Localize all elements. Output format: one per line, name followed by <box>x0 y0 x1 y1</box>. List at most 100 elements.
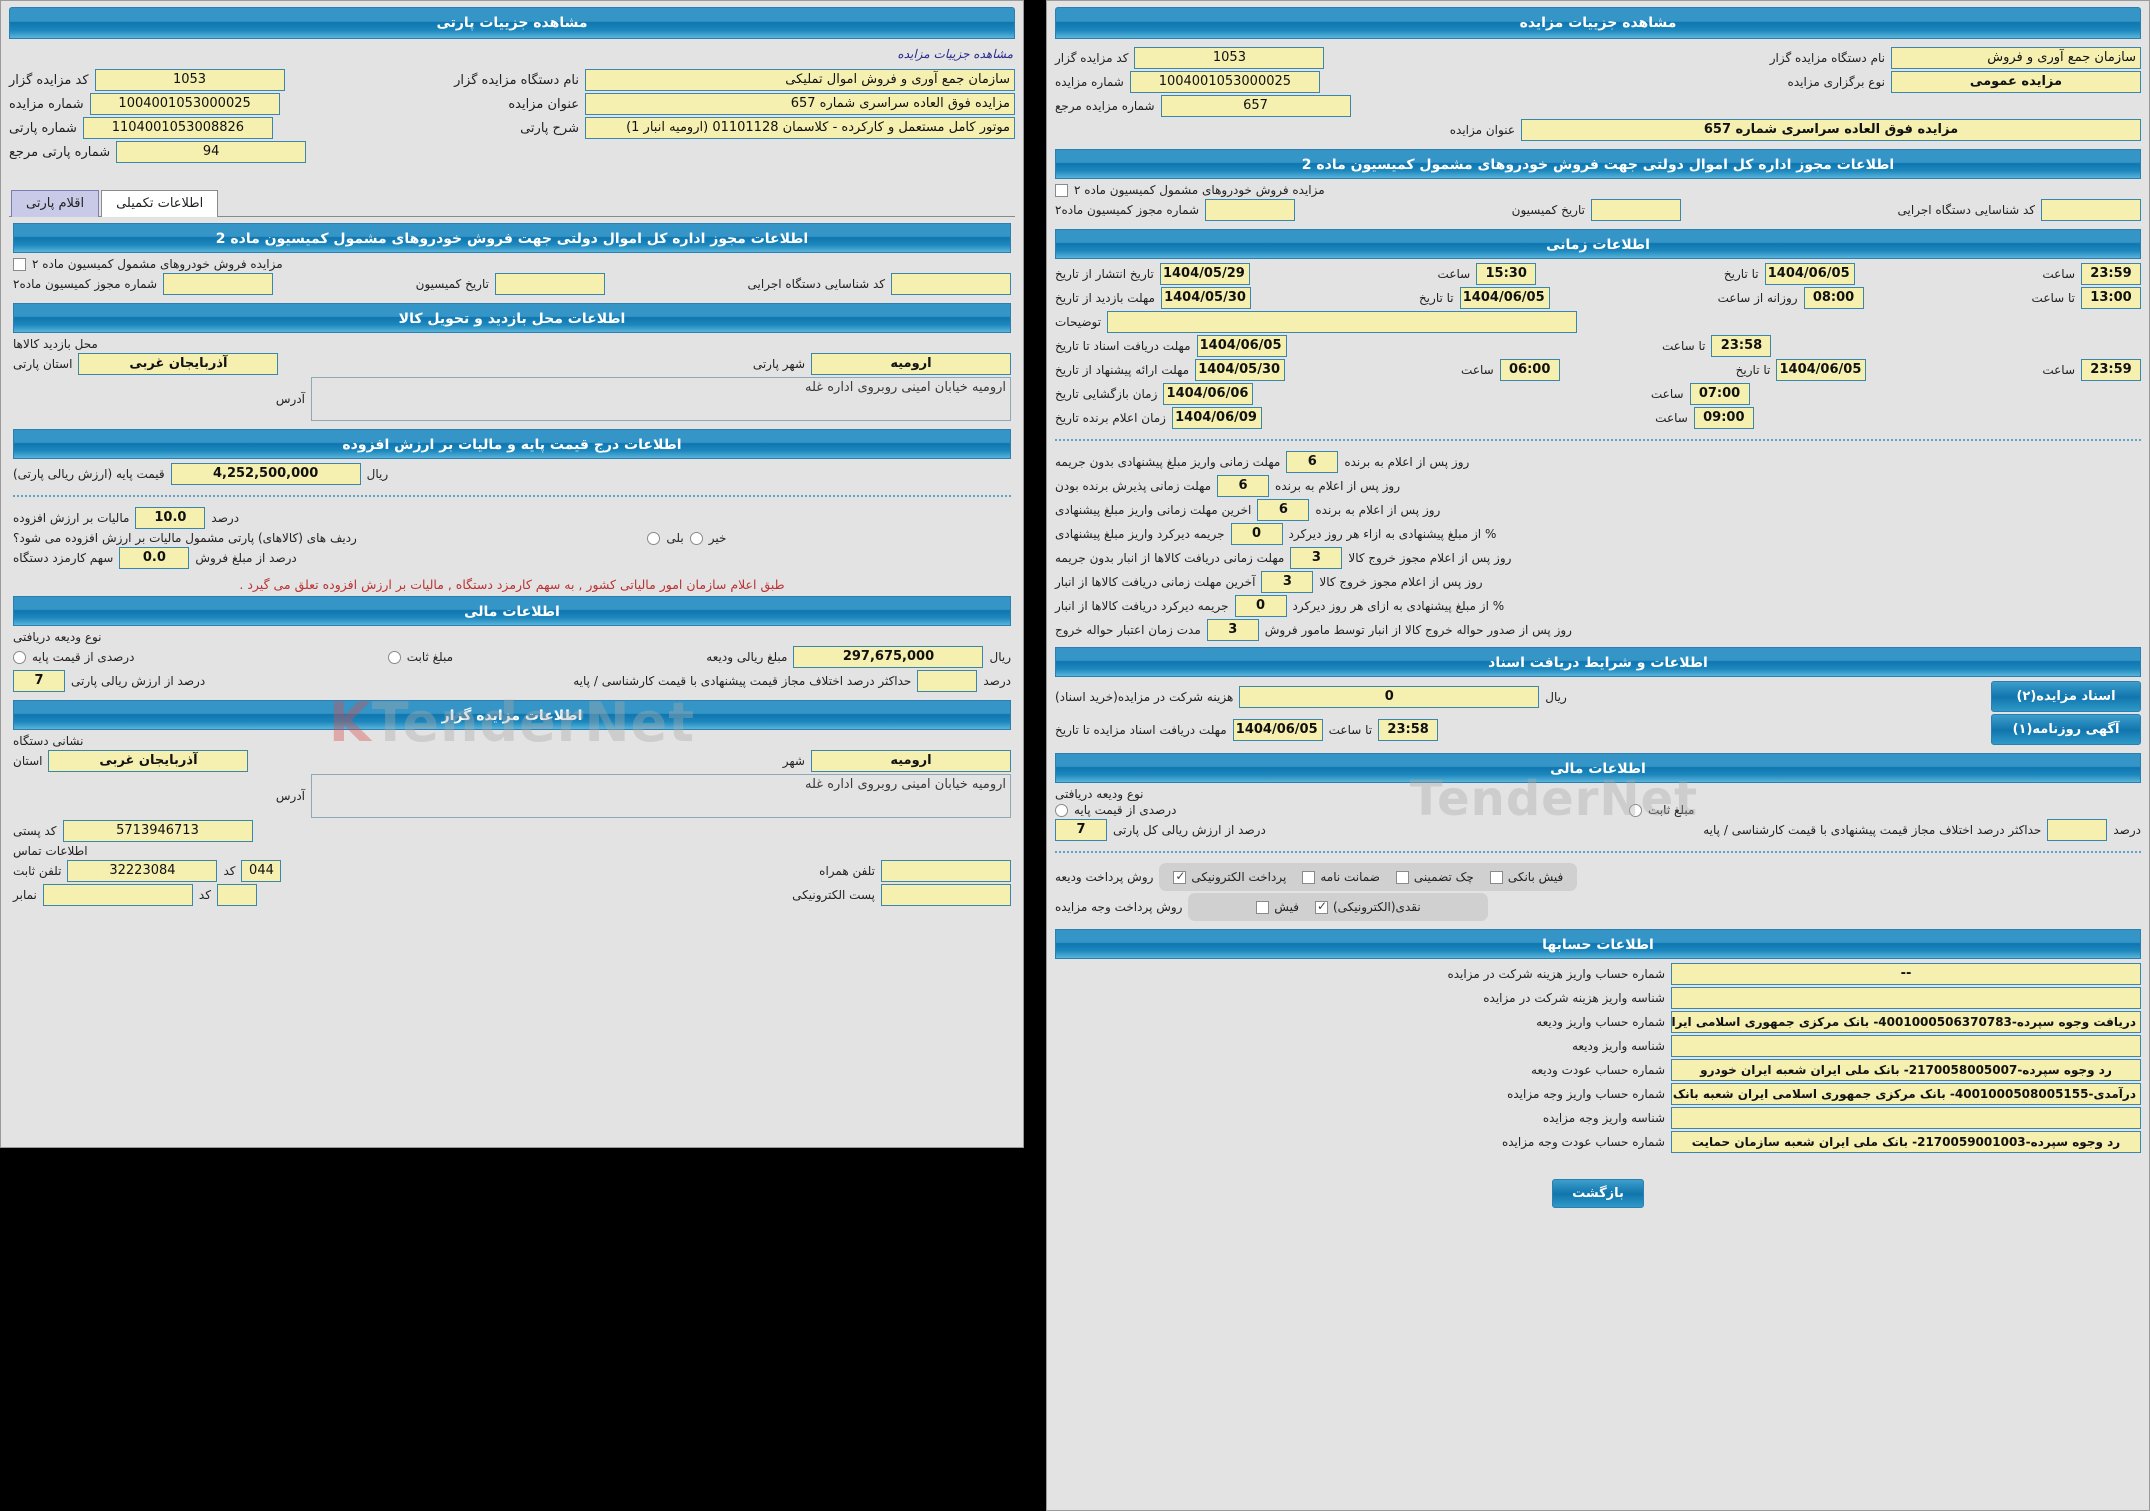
r-commission-date-field[interactable] <box>1590 199 1681 221</box>
fixed-amount-radio[interactable] <box>387 650 401 664</box>
email-field[interactable] <box>881 884 1011 906</box>
visit-date-to-field[interactable]: 1404/06/05 <box>1459 287 1550 309</box>
r-fixed-amount-radio[interactable] <box>1629 803 1643 817</box>
r-percent-of-base-radio[interactable] <box>1054 803 1068 817</box>
deposit-method-electronic-checkbox[interactable] <box>1173 869 1187 884</box>
docs-deadline-date-field[interactable]: 1404/06/05 <box>1196 335 1287 357</box>
offer-date-to-field[interactable]: 1404/06/05 <box>1776 359 1867 381</box>
auctioneer-province-field[interactable]: آذربایجان غربی <box>48 750 249 772</box>
tel-field[interactable]: 32223084 <box>67 860 218 882</box>
reference-party-number-field[interactable]: 94 <box>116 141 307 163</box>
visit-address-field[interactable]: ارومیه خیابان امینی روبروی اداره غله <box>311 377 1011 421</box>
visit-date-from-field[interactable]: 1404/05/30 <box>1160 287 1251 309</box>
org-name-field[interactable]: سازمان جمع آوری و فروش اموال تملیکی <box>585 69 1015 91</box>
winner-time-field[interactable]: 09:00 <box>1693 407 1754 429</box>
payment-method-cash-electronic[interactable]: نقدی(الکترونیکی) <box>1314 899 1421 914</box>
auction-documents-button[interactable]: اسناد مزایده(۲) <box>1991 681 2141 712</box>
r-commission-permit-number-field[interactable] <box>1205 199 1296 221</box>
r-auction-number-field[interactable]: 1004001053000025 <box>1129 71 1320 93</box>
deadline-value[interactable]: 6 <box>1217 475 1270 497</box>
mobile-field[interactable] <box>881 860 1011 882</box>
max-diff-field[interactable] <box>917 670 978 692</box>
newspaper-ads-button[interactable]: آگهی روزنامه(۱) <box>1991 714 2141 745</box>
r-ref-auction-number-field[interactable]: 657 <box>1160 95 1351 117</box>
r-auction-type-field[interactable]: مزایده عمومی <box>1891 71 2141 93</box>
r-deposit-percent-field[interactable]: 7 <box>1055 819 1107 841</box>
deposit-method-guaranteed-cheque-checkbox[interactable] <box>1395 870 1409 884</box>
tab-supplementary-info[interactable]: اطلاعات تکمیلی <box>101 190 219 217</box>
party-description-field[interactable]: موتور کامل مستعمل و کارکرده - کلاسمان 01… <box>585 117 1015 139</box>
r-auctioneer-code-field[interactable]: 1053 <box>1134 47 1325 69</box>
agency-fee-field[interactable]: 0.0 <box>119 547 190 569</box>
party-number-field[interactable]: 1104001053008826 <box>82 117 273 139</box>
r-org-name-field[interactable]: سازمان جمع آوری و فروش <box>1891 47 2141 69</box>
visit-time-to-field[interactable]: 13:00 <box>2081 287 2141 309</box>
vat-no-radio[interactable] <box>689 531 703 545</box>
tel-code-field[interactable]: 044 <box>241 860 282 882</box>
deposit-method-guaranteed-cheque[interactable]: چک تضمینی <box>1395 870 1474 884</box>
visit-time-from-field[interactable]: 08:00 <box>1803 287 1864 309</box>
winner-date-field[interactable]: 1404/06/09 <box>1171 407 1262 429</box>
executive-id-field[interactable] <box>891 273 1011 295</box>
r-auction-title-field[interactable]: مزایده فوق العاده سراسری شماره 657 <box>1521 119 2141 141</box>
base-price-field[interactable]: 4,252,500,000 <box>170 463 361 485</box>
deposit-method-guarantee-letter[interactable]: ضمانت نامه <box>1302 870 1380 884</box>
account-value[interactable] <box>1671 1035 2141 1057</box>
deadline-value[interactable]: 3 <box>1206 619 1259 641</box>
postal-code-field[interactable]: 5713946713 <box>62 820 253 842</box>
account-value[interactable]: رد وجوه سپرده-2170058005007- بانک ملی ای… <box>1671 1059 2141 1081</box>
documents-cost-field[interactable]: 0 <box>1239 685 1540 708</box>
documents-deadline-time-field[interactable]: 23:58 <box>1378 718 1439 741</box>
deadline-value[interactable]: 3 <box>1261 571 1314 593</box>
time-description-field[interactable] <box>1107 311 1578 333</box>
vat-field[interactable]: 10.0 <box>135 507 206 529</box>
r-executive-id-field[interactable] <box>2041 199 2141 221</box>
r-commission-checkbox[interactable] <box>1055 183 1068 197</box>
payment-method-receipt-checkbox[interactable] <box>1256 900 1270 914</box>
deposit-method-bank-receipt-checkbox[interactable] <box>1489 870 1503 884</box>
publish-date-from-field[interactable]: 1404/05/29 <box>1159 263 1250 285</box>
fax-code-field[interactable] <box>216 884 257 906</box>
account-value[interactable]: -- <box>1671 963 2141 985</box>
deadline-value[interactable]: 0 <box>1234 595 1287 617</box>
opening-date-field[interactable]: 1404/06/06 <box>1163 383 1254 405</box>
commission-date-field[interactable] <box>494 273 605 295</box>
docs-deadline-time-field[interactable]: 23:58 <box>1711 335 1772 357</box>
payment-method-receipt[interactable]: فیش <box>1256 900 1299 914</box>
publish-time-to-field[interactable]: 23:59 <box>2081 263 2141 285</box>
auction-title-field[interactable]: مزایده فوق العاده سراسری شماره 657 <box>585 93 1015 115</box>
deposit-method-bank-receipt[interactable]: فیش بانکی <box>1489 870 1563 884</box>
deadline-value[interactable]: 6 <box>1286 451 1339 473</box>
r-max-diff-field[interactable] <box>2047 819 2108 841</box>
account-value[interactable]: درآمدی-4001000508005155- بانک مرکزی جمهو… <box>1671 1083 2141 1105</box>
account-value[interactable]: دریافت وجوه سپرده-4001000506370783- بانک… <box>1671 1011 2141 1033</box>
visit-province-field[interactable]: آذربایجان غربی <box>78 353 279 375</box>
account-value[interactable] <box>1671 1107 2141 1129</box>
auction-number-field[interactable]: 1004001053000025 <box>89 93 280 115</box>
deposit-method-electronic[interactable]: پرداخت الکترونیکی <box>1173 869 1286 884</box>
offer-time-from-field[interactable]: 06:00 <box>1499 359 1560 381</box>
tab-party-items[interactable]: اقلام پارتی <box>11 190 100 217</box>
deadline-value[interactable]: 0 <box>1230 523 1283 545</box>
fax-field[interactable] <box>42 884 193 906</box>
deposit-method-guarantee-letter-checkbox[interactable] <box>1302 870 1316 884</box>
publish-time-from-field[interactable]: 15:30 <box>1476 263 1537 285</box>
documents-deadline-date-field[interactable]: 1404/06/05 <box>1232 718 1323 741</box>
payment-method-cash-electronic-checkbox[interactable] <box>1314 899 1328 914</box>
deadline-value[interactable]: 6 <box>1257 499 1310 521</box>
opening-time-field[interactable]: 07:00 <box>1689 383 1750 405</box>
offer-time-to-field[interactable]: 23:59 <box>2081 359 2141 381</box>
auctioneer-address-field[interactable]: ارومیه خیابان امینی روبروی اداره غله <box>311 774 1011 818</box>
account-value[interactable]: رد وجوه سپرده-2170059001003- بانک ملی ای… <box>1671 1131 2141 1153</box>
back-button[interactable]: بازگشت <box>1552 1179 1644 1208</box>
percent-of-base-radio[interactable] <box>13 650 26 664</box>
publish-date-to-field[interactable]: 1404/06/05 <box>1764 263 1855 285</box>
auctioneer-code-field[interactable]: 1053 <box>94 69 285 91</box>
deposit-percent-field[interactable]: 7 <box>13 670 65 692</box>
account-value[interactable] <box>1671 987 2141 1009</box>
offer-date-from-field[interactable]: 1404/05/30 <box>1195 359 1286 381</box>
deadline-value[interactable]: 3 <box>1290 547 1343 569</box>
vat-yes-radio[interactable] <box>647 531 661 545</box>
commission-checkbox[interactable] <box>13 257 26 271</box>
deposit-amount-field[interactable]: 297,675,000 <box>793 646 984 668</box>
